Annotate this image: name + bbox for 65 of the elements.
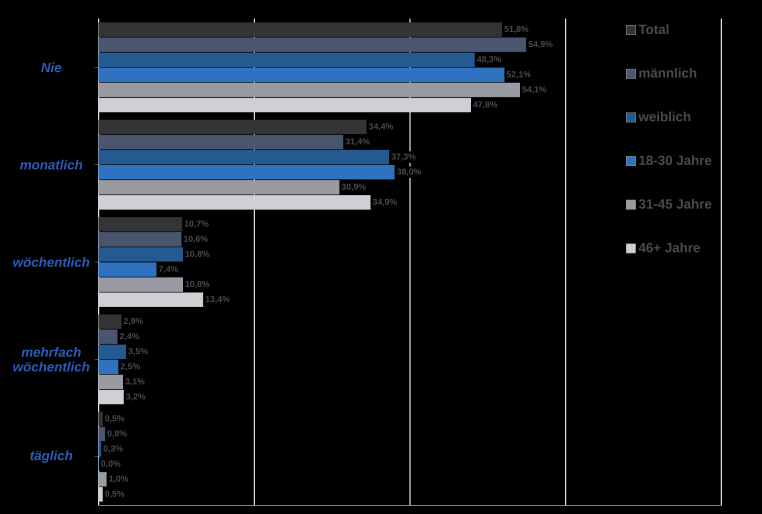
- y-tick-label: wöchentlich: [13, 256, 90, 267]
- bar: [98, 359, 118, 374]
- data-label: 13,4%: [206, 296, 230, 304]
- data-label: 31,4%: [346, 138, 370, 146]
- legend-label: 31-45 Jahre: [638, 198, 712, 208]
- legend-label: weiblich: [638, 111, 690, 122]
- bar: [98, 472, 107, 486]
- y-tick-label: täglich: [30, 450, 72, 463]
- bar: [98, 216, 182, 232]
- data-label: 1,0%: [109, 475, 128, 483]
- data-label: 0,3%: [104, 445, 123, 453]
- bar: [98, 120, 367, 134]
- bar: [98, 37, 526, 52]
- bar: [98, 232, 182, 246]
- bar: [98, 134, 344, 150]
- bar: [98, 262, 157, 277]
- legend-label: 46+ Jahre: [638, 242, 700, 252]
- bar: [98, 344, 126, 359]
- bar: [98, 329, 118, 344]
- data-label: 10,6%: [184, 235, 208, 243]
- bar: [98, 374, 124, 389]
- data-label: 10,8%: [186, 280, 210, 288]
- legend-label: 18-30 Jahre: [639, 155, 712, 165]
- data-label: 51,8%: [504, 26, 528, 34]
- data-label: 54,1%: [522, 86, 546, 94]
- data-label: 10,8%: [186, 250, 210, 258]
- data-label: 0,8%: [107, 430, 127, 438]
- data-label: 34,4%: [368, 123, 394, 130]
- legend-label: Total: [638, 24, 668, 34]
- data-label: 10,7%: [184, 220, 209, 228]
- y-tick-label: mehrfach wöchentlich: [13, 346, 90, 372]
- data-label: 0,5%: [105, 490, 124, 498]
- data-label: 2,9%: [124, 318, 144, 326]
- bar: [98, 67, 504, 82]
- bar: [98, 426, 106, 442]
- data-label: 30,9%: [342, 183, 366, 191]
- bar: [98, 486, 103, 502]
- data-label: 3,2%: [126, 393, 146, 401]
- data-label: 47,8%: [473, 101, 498, 109]
- y-tick-label: monatlich: [20, 160, 82, 170]
- bar: [98, 442, 102, 456]
- data-label: 54,9%: [528, 40, 553, 48]
- data-label: 34,9%: [372, 198, 397, 206]
- data-label: 48,3%: [476, 56, 502, 64]
- bar: [98, 22, 502, 37]
- legend-label: männlich: [639, 68, 696, 78]
- bar: [98, 390, 124, 404]
- y-tick-label: Nie: [41, 62, 62, 72]
- bar: [98, 180, 340, 194]
- data-label: 38,0%: [396, 168, 422, 176]
- data-label: 2,5%: [120, 362, 140, 370]
- data-label: 3,5%: [128, 348, 148, 356]
- data-label: 2,4%: [120, 332, 140, 340]
- bar: [98, 292, 204, 307]
- data-label: 37,3%: [391, 153, 416, 161]
- bar: [98, 98, 471, 112]
- data-label: 3,1%: [125, 378, 145, 386]
- data-label: 0,0%: [101, 460, 120, 468]
- bar: [98, 412, 103, 426]
- bar: [98, 52, 475, 67]
- data-label: 7,4%: [158, 266, 178, 273]
- bar: [98, 314, 122, 329]
- data-label: 0,5%: [105, 415, 124, 422]
- bar: [98, 194, 371, 210]
- data-label: 52,1%: [506, 70, 531, 78]
